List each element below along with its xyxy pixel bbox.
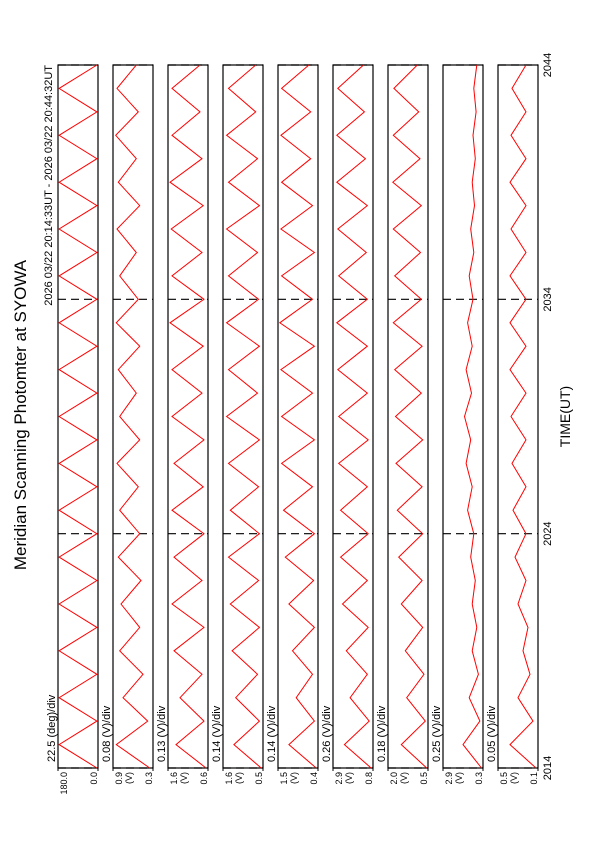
- y-tick-label: 0.0: [89, 772, 99, 785]
- y-tick-label: 0.9: [114, 772, 124, 785]
- y-unit: (V): [234, 772, 244, 784]
- y-tick-label: 0.5: [499, 772, 509, 785]
- trace: [335, 64, 372, 769]
- y-tick-label: 2.0: [389, 772, 399, 785]
- x-tick-label: 2014: [542, 756, 554, 780]
- y-tick-label: 0.3: [144, 772, 154, 785]
- trace: [509, 64, 537, 769]
- y-tick-label: 0.8: [364, 772, 374, 785]
- y-unit: (V): [509, 772, 519, 784]
- trace: [278, 64, 317, 769]
- panel-frame: [442, 64, 484, 769]
- scale-label: 0.26 (V)/div: [321, 705, 333, 762]
- landscape-plot: Meridian Scanning Photomter at SYOWA 202…: [11, 53, 573, 795]
- y-unit: (V): [124, 772, 134, 784]
- scale-label: 0.05 (V)/div: [486, 705, 498, 762]
- y-tick-label: 0.5: [419, 772, 429, 785]
- scale-label: 0.14 (V)/div: [266, 705, 278, 762]
- x-tick-label: 2024: [542, 521, 554, 545]
- x-tick-label: 2034: [542, 287, 554, 311]
- x-axis-label: TIME(UT): [557, 386, 573, 447]
- scale-label: 0.25 (V)/div: [431, 705, 443, 762]
- y-unit: (V): [399, 772, 409, 784]
- panel-frame: [387, 64, 429, 769]
- y-tick-label: 1.6: [224, 772, 234, 785]
- trace: [169, 64, 207, 769]
- scale-label: 0.13 (V)/div: [156, 705, 168, 762]
- panel-frame: [112, 64, 154, 769]
- scale-label: 0.14 (V)/div: [211, 705, 223, 762]
- y-unit: (V): [344, 772, 354, 784]
- trace: [392, 64, 428, 769]
- y-tick-label: 2.9: [444, 772, 454, 785]
- scale-label: 22.5 (deg)/div: [46, 694, 58, 762]
- y-unit: (V): [179, 772, 189, 784]
- time-range: 2026 03/22 20:14:33UT - 2026 03/22 20:44…: [43, 65, 55, 306]
- y-tick-label: 0.6: [199, 772, 209, 785]
- trace: [58, 64, 98, 769]
- y-tick-label: 0.1: [529, 772, 539, 785]
- trace: [462, 64, 482, 769]
- y-unit: (V): [289, 772, 299, 784]
- y-tick-label: 0.4: [309, 772, 319, 785]
- scale-label: 0.08 (V)/div: [101, 705, 113, 762]
- title: Meridian Scanning Photomter at SYOWA: [11, 259, 30, 570]
- y-tick-label: 1.5: [279, 772, 289, 785]
- y-unit: (V): [454, 772, 464, 784]
- panel-frame: [277, 64, 319, 769]
- y-tick-label: 0.5: [254, 772, 264, 785]
- trace: [115, 64, 150, 769]
- y-tick-label: 1.6: [169, 772, 179, 785]
- x-tick-label: 2044: [542, 53, 554, 77]
- y-tick-label: 180.0: [59, 772, 69, 795]
- y-tick-label: 0.3: [474, 772, 484, 785]
- scale-label: 0.18 (V)/div: [376, 705, 388, 762]
- trace: [225, 64, 262, 769]
- y-tick-label: 2.9: [334, 772, 344, 785]
